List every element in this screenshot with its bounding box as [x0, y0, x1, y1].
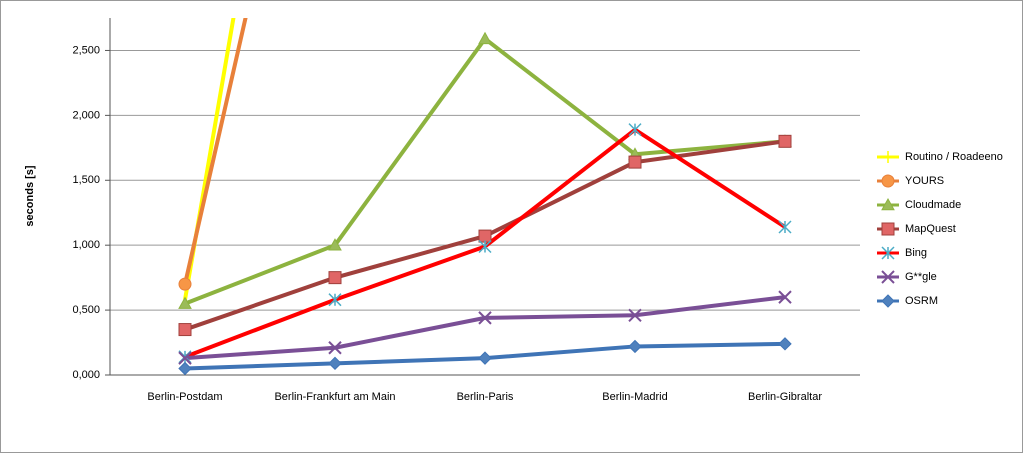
marker-part	[628, 308, 642, 322]
marker-part	[328, 238, 342, 251]
marker-part	[478, 351, 492, 365]
point	[328, 356, 342, 371]
y-tick-label: 1,500	[72, 174, 100, 186]
x-tick-label: Berlin-Frankfurt am Main	[274, 391, 395, 403]
point	[628, 123, 642, 137]
legend-marker	[881, 246, 895, 260]
series-line	[183, 18, 236, 301]
marker-part	[478, 239, 492, 254]
point	[178, 361, 192, 376]
marker-part	[778, 290, 792, 304]
marker-part	[881, 222, 895, 236]
y-tick-label: 2,500	[72, 44, 100, 56]
marker-part	[628, 123, 642, 137]
legend-label: Cloudmade	[905, 199, 961, 211]
legend-marker	[881, 197, 895, 211]
marker-part	[628, 339, 642, 354]
point	[778, 290, 792, 304]
point	[328, 238, 342, 251]
marker-part	[881, 197, 895, 211]
x-tick-label: Berlin-Paris	[457, 391, 514, 403]
point	[328, 271, 342, 285]
marker-part	[178, 296, 192, 309]
point	[178, 296, 192, 309]
point	[328, 293, 342, 307]
x-tick-label: Berlin-Madrid	[602, 391, 667, 403]
marker-part	[881, 246, 895, 260]
marker-part	[178, 351, 192, 365]
marker-part	[881, 270, 895, 284]
y-axis-title: seconds [s]	[24, 165, 36, 226]
point	[478, 311, 492, 325]
marker-part	[478, 229, 492, 243]
x-tick-label: Berlin-Postdam	[147, 391, 222, 403]
marker-part	[628, 155, 642, 169]
point	[778, 134, 792, 148]
y-tick-label: 0,000	[72, 369, 100, 381]
marker-part	[178, 361, 192, 376]
point	[478, 229, 492, 243]
point	[778, 220, 792, 234]
point	[628, 308, 642, 322]
y-tick-label: 0,500	[72, 304, 100, 316]
point	[178, 351, 192, 365]
x-tick-label: Berlin-Gibraltar	[748, 391, 822, 403]
marker-part	[328, 293, 342, 307]
point	[478, 239, 492, 254]
marker-part	[178, 277, 192, 291]
legend-label: MapQuest	[905, 223, 956, 235]
point	[328, 341, 342, 355]
y-tick-label: 1,000	[72, 239, 100, 251]
point	[478, 31, 492, 45]
marker-part	[881, 174, 895, 188]
point	[178, 323, 192, 337]
point	[478, 351, 492, 365]
marker-part	[881, 294, 895, 308]
legend-label: YOURS	[905, 175, 944, 187]
marker-part	[178, 323, 192, 337]
legend-marker	[881, 270, 895, 284]
marker-part	[778, 337, 792, 351]
legend-marker	[881, 294, 895, 308]
legend-marker	[881, 222, 895, 236]
marker-part	[328, 341, 342, 355]
legend-label: G**gle	[905, 271, 937, 283]
legend-marker	[882, 151, 894, 163]
plot-area	[178, 18, 792, 376]
legend-label: OSRM	[905, 295, 938, 307]
marker-part	[478, 311, 492, 325]
legend-label: Routino / Roadeeno	[905, 151, 1003, 163]
marker-part	[882, 151, 894, 163]
marker-part	[328, 356, 342, 371]
y-tick-label: 2,000	[72, 109, 100, 121]
point	[628, 155, 642, 169]
point	[778, 337, 792, 351]
legend-marker	[881, 174, 895, 188]
marker-part	[778, 134, 792, 148]
marker-part	[778, 220, 792, 234]
point	[178, 277, 192, 291]
marker-part	[478, 31, 492, 45]
point	[628, 339, 642, 354]
series-line	[183, 18, 248, 285]
legend-label: Bing	[905, 247, 927, 259]
marker-part	[328, 271, 342, 285]
